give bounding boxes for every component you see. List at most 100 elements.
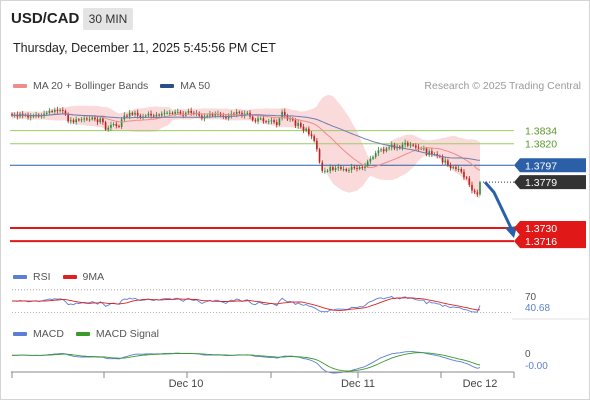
- candle-body: [412, 144, 414, 146]
- candle-body: [471, 184, 473, 191]
- candle-body: [112, 124, 115, 126]
- candle-body: [144, 115, 147, 117]
- candle-body: [209, 113, 211, 116]
- candle-body: [99, 118, 102, 123]
- candle-body: [102, 118, 104, 123]
- candle-body: [110, 124, 112, 128]
- candle-body: [238, 111, 241, 113]
- candle-body: [281, 111, 283, 119]
- candle-body: [406, 142, 409, 146]
- candle-body: [214, 113, 217, 116]
- candle-body: [372, 156, 374, 159]
- candle-body: [59, 109, 61, 111]
- x-label-dec-11: Dec 11: [341, 378, 375, 390]
- candle-body: [337, 167, 340, 169]
- candle-body: [83, 118, 86, 120]
- candle-body: [21, 113, 24, 116]
- candle-body: [342, 169, 345, 171]
- candle-body: [340, 167, 342, 170]
- candle-body: [444, 160, 447, 163]
- candle-body: [350, 167, 353, 170]
- candle-body: [404, 142, 406, 145]
- candle-body: [136, 112, 139, 116]
- candle-body: [447, 160, 449, 166]
- candle-body: [423, 148, 425, 150]
- candle-body: [254, 120, 257, 122]
- candle-body: [468, 178, 471, 185]
- candle-body: [452, 167, 455, 169]
- x-label-dec-12: Dec 12: [463, 378, 498, 390]
- level-label-1.3779: 1.3779: [525, 177, 557, 189]
- candle-body: [401, 144, 404, 149]
- candle-body: [128, 112, 131, 117]
- candle-body: [53, 109, 56, 112]
- candle-body: [324, 170, 326, 172]
- candle-body: [385, 148, 388, 152]
- main-legend: MA 20 + Bollinger Bands MA 50: [13, 80, 222, 92]
- candle-body: [388, 147, 390, 149]
- candle-body: [329, 167, 332, 171]
- candle-body: [126, 115, 128, 117]
- candle-body: [251, 116, 254, 121]
- ma20-swatch: [13, 84, 27, 88]
- rsi-value-label: 40.68: [525, 303, 550, 314]
- research-credit: Research © 2025 Trading Central: [424, 80, 581, 92]
- candle-body: [326, 170, 329, 172]
- candle-body: [382, 149, 385, 152]
- macd-signal-swatch: [75, 332, 90, 336]
- candle-body: [45, 112, 48, 114]
- candle-body: [139, 115, 142, 118]
- symbol-title: USD/CAD: [11, 10, 80, 27]
- x-label-dec-10: Dec 10: [169, 378, 204, 390]
- candle-body: [377, 150, 380, 154]
- candle-body: [91, 117, 94, 120]
- candle-body: [332, 167, 334, 170]
- candle-body: [476, 192, 479, 195]
- candle-body: [61, 109, 64, 111]
- candle-body: [278, 118, 281, 125]
- candle-body: [265, 121, 267, 123]
- candle-body: [345, 169, 348, 171]
- candle-body: [206, 115, 209, 117]
- candle-body: [334, 168, 337, 170]
- candle-body: [150, 113, 152, 116]
- candle-body: [193, 112, 195, 114]
- candle-body: [479, 182, 481, 195]
- ma50-swatch: [160, 84, 175, 88]
- candle-body: [465, 177, 468, 179]
- candle-body: [273, 120, 275, 123]
- candle-body: [374, 153, 377, 157]
- level-label-1.3730: 1.3730: [525, 223, 557, 235]
- rsi-ma-swatch: [62, 275, 77, 279]
- candle-body: [166, 112, 168, 114]
- candle-body: [11, 113, 13, 116]
- rsi-ma-legend-label: 9MA: [82, 271, 105, 283]
- level-label-1.3797: 1.3797: [525, 160, 557, 172]
- macd-swatch: [13, 332, 27, 336]
- rsi-legend: RSI 9MA: [13, 271, 116, 283]
- level-tag-1.3797: [514, 158, 586, 173]
- candle-body: [473, 190, 476, 193]
- level-tag-1.3730: [514, 221, 586, 236]
- candle-body: [257, 118, 259, 122]
- candle-body: [88, 119, 91, 121]
- candle-body: [225, 116, 227, 119]
- ma50-line: [11, 113, 481, 161]
- candle-body: [131, 112, 134, 115]
- candle-body: [107, 127, 110, 130]
- macd-legend: MACD MACD Signal: [13, 328, 171, 340]
- candle-body: [51, 110, 53, 112]
- candle-body: [158, 114, 160, 116]
- candle-body: [120, 119, 123, 127]
- candle-body: [29, 116, 32, 118]
- candle-body: [40, 115, 43, 117]
- candle-body: [171, 112, 174, 114]
- candle-body: [457, 169, 460, 171]
- timeframe-button[interactable]: 30 MIN: [83, 8, 133, 30]
- candle-body: [160, 113, 163, 116]
- candle-body: [449, 165, 452, 169]
- candle-body: [463, 171, 465, 178]
- macd-signal-line: [12, 352, 481, 372]
- candle-body: [198, 112, 201, 116]
- rsi-level-label: 70: [525, 292, 537, 303]
